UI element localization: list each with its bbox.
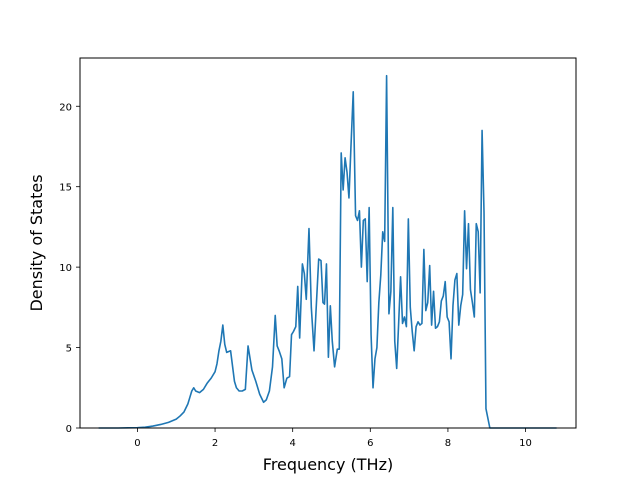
x-tick-label: 6 [367,438,373,449]
x-tick-label: 8 [445,438,451,449]
y-tick-label: 0 [66,424,72,435]
dos-series-line-0 [98,74,557,429]
x-tick-label: 2 [212,438,218,449]
y-tick-label: 15 [59,183,72,194]
x-tick-label: 4 [289,438,295,449]
x-axis-label: Frequency (THz) [263,455,393,474]
y-tick-label: 5 [66,344,72,355]
axes-frame [79,57,577,429]
x-tick-label: 0 [134,438,140,449]
y-axis: 0 5 10 15 20 [59,102,80,435]
y-tick-label: 20 [59,102,72,113]
y-tick-label: 10 [59,263,72,274]
x-axis: 0 2 4 6 8 10 [134,428,532,449]
plot-area [98,74,557,429]
x-tick-label: 10 [519,438,532,449]
y-axis-label: Density of States [27,174,46,311]
